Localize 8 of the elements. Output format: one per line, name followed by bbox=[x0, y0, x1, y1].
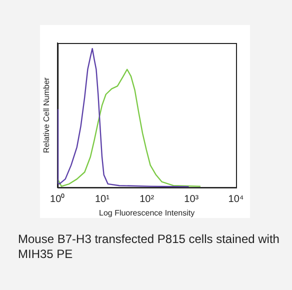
x-tick-label: 10⁰ bbox=[50, 193, 66, 206]
x-tick-label: 10² bbox=[140, 194, 155, 206]
x-tick-label: 10⁴ bbox=[228, 194, 244, 206]
x-axis-title: Log Fluorescence Intensity bbox=[98, 208, 195, 218]
y-axis-title: Relative Cell Number bbox=[42, 77, 52, 153]
x-tick-label: 10³ bbox=[184, 194, 200, 206]
text: Mouse B7-H3 transfected P815 cells stained with MIH35 PE bbox=[18, 232, 280, 262]
x-tick-label: 10¹ bbox=[94, 194, 110, 206]
